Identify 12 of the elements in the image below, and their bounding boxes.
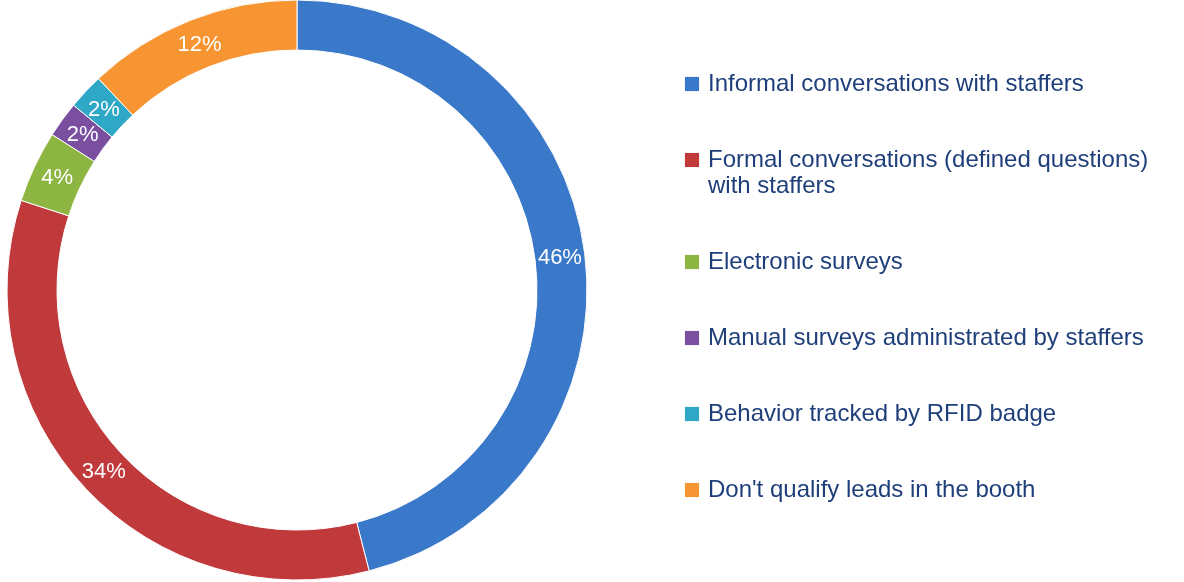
legend-label: Informal conversations with staffers xyxy=(708,69,1084,96)
legend-label: Electronic surveys xyxy=(708,247,903,274)
legend-label: Don't qualify leads in the booth xyxy=(708,475,1036,502)
data-label: 12% xyxy=(177,30,222,56)
data-label: 2% xyxy=(87,95,120,121)
data-label: 34% xyxy=(81,458,126,484)
legend-label: Behavior tracked by RFID badge xyxy=(708,399,1057,426)
legend-label: Formal conversations (defined questions) with staffers xyxy=(707,145,1149,198)
data-label: 4% xyxy=(41,164,74,190)
legend-label: Manual surveys administrated by staffers xyxy=(708,323,1144,350)
data-label: 46% xyxy=(537,243,582,269)
data-label: 2% xyxy=(66,121,99,147)
